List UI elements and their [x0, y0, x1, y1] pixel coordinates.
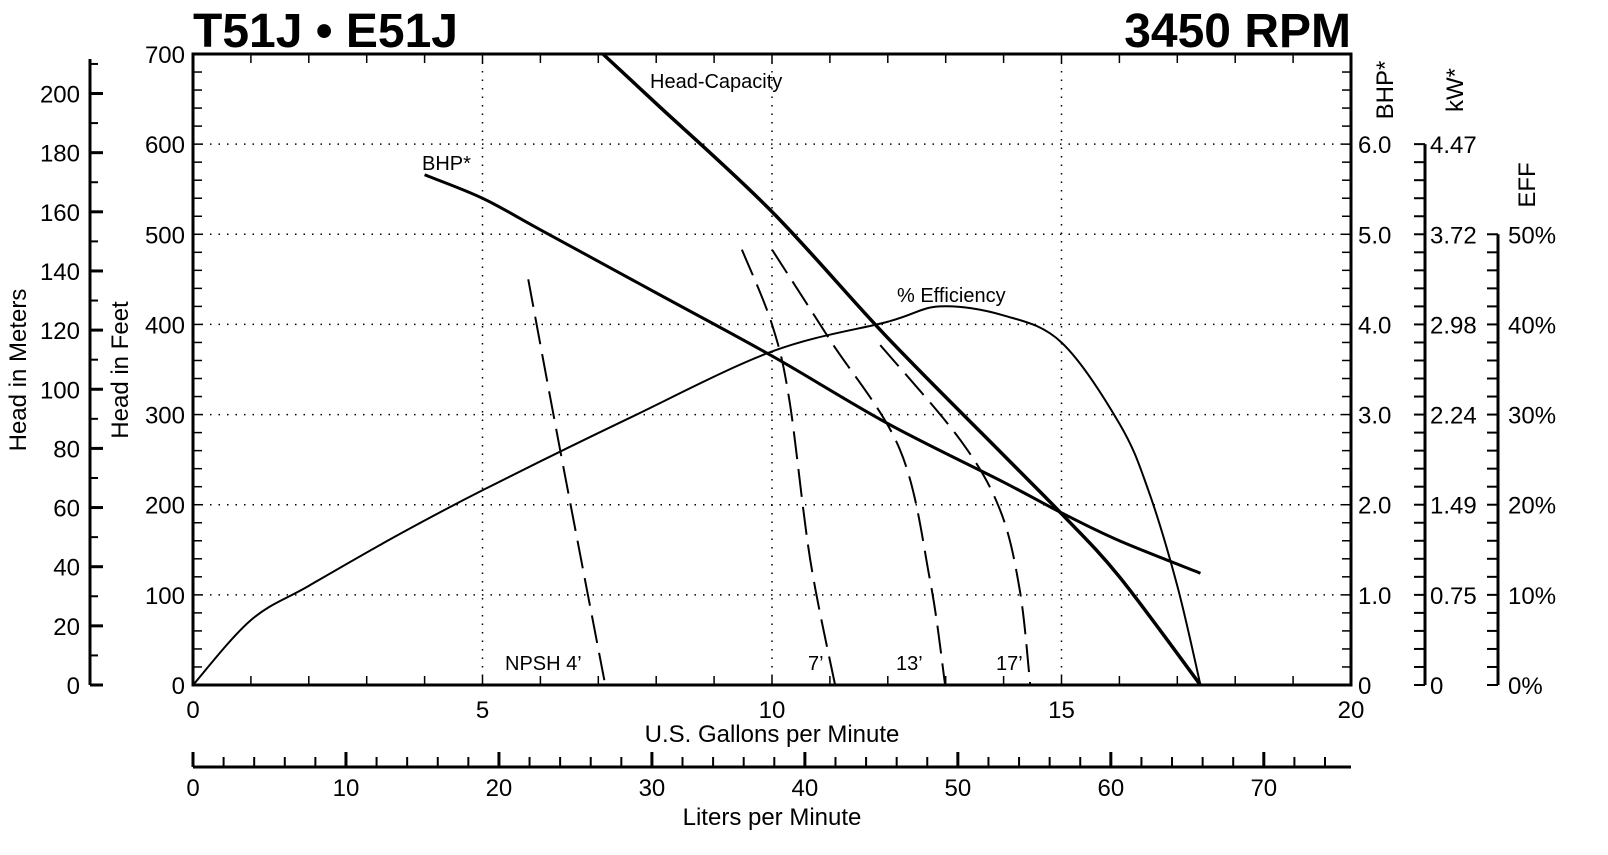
lpm-tick-label: 20	[486, 775, 513, 802]
meters-tick-label: 200	[40, 82, 80, 109]
eff-tick-label: 30%	[1508, 403, 1556, 430]
chart-title: T51J • E51J	[193, 5, 458, 58]
x-tick-label: 5	[476, 697, 489, 724]
kw-axis-label: kW*	[1442, 68, 1469, 112]
y-axis-label: Head in Feet	[107, 301, 134, 439]
lpm-tick-label: 0	[186, 775, 199, 802]
lpm-tick-label: 30	[639, 775, 666, 802]
meters-tick-label: 100	[40, 377, 80, 404]
bhp-tick-label: 2.0	[1358, 493, 1391, 520]
curve-label: % Efficiency	[897, 285, 1006, 307]
meters-tick-label: 20	[53, 614, 80, 641]
meters-tick-label: 120	[40, 318, 80, 345]
eff-tick-label: 50%	[1508, 222, 1556, 249]
x-tick-label: 10	[759, 697, 786, 724]
kw-tick-label: 4.47	[1430, 132, 1477, 159]
y-tick-label: 100	[145, 583, 185, 610]
meters-axis-label: Head in Meters	[5, 289, 32, 452]
bhp-tick-label: 3.0	[1358, 403, 1391, 430]
curve-head-capacity	[601, 52, 1202, 687]
lpm-tick-label: 60	[1097, 775, 1124, 802]
curves: Head-Capacity BHP* % Efficiency NPSH 4’ 7’ 13…	[192, 52, 1202, 687]
x-tick-label: 15	[1048, 697, 1075, 724]
bhp-tick-label: 6.0	[1358, 132, 1391, 159]
y-tick-label: 300	[145, 403, 185, 430]
eff-tick-label: 40%	[1508, 312, 1556, 339]
curve-label: NPSH 4’	[505, 653, 582, 675]
meters-tick-label: 40	[53, 555, 80, 582]
curve-npsh-4	[527, 279, 607, 686]
y-tick-label: 0	[172, 673, 185, 700]
eff-tick-label: 20%	[1508, 493, 1556, 520]
lpm-tick-label: 50	[945, 775, 972, 802]
bhp-tick-label: 5.0	[1358, 222, 1391, 249]
kw-tick-label: 0.75	[1430, 583, 1477, 610]
meters-tick-label: 140	[40, 259, 80, 286]
axes: 0 5 10 15 2001002003004005006007000204060801…	[40, 42, 1556, 802]
chart-subtitle: 3450 RPM	[1124, 5, 1351, 58]
y-tick-label: 200	[145, 493, 185, 520]
y-tick-label: 400	[145, 312, 185, 339]
kw-tick-label: 2.24	[1430, 403, 1477, 430]
curve-label: 13’	[896, 653, 923, 675]
bhp-tick-label: 4.0	[1358, 312, 1391, 339]
meters-tick-label: 0	[67, 673, 80, 700]
kw-tick-label: 1.49	[1430, 493, 1477, 520]
x-tick-label: 20	[1338, 697, 1365, 724]
lpm-tick-label: 40	[792, 775, 819, 802]
bhp-axis-label: BHP*	[1372, 61, 1399, 120]
meters-tick-label: 160	[40, 200, 80, 227]
eff-tick-label: 0%	[1508, 673, 1543, 700]
curve-label: 17’	[996, 653, 1023, 675]
x-axis-label: U.S. Gallons per Minute	[645, 721, 900, 748]
bhp-tick-label: 0	[1358, 673, 1371, 700]
eff-axis-label: EFF	[1514, 162, 1541, 207]
x-tick-label: 0	[186, 697, 199, 724]
curve-7	[740, 249, 837, 686]
grid	[193, 54, 1351, 685]
curve-17	[879, 344, 1032, 686]
curve-label: 7’	[808, 653, 824, 675]
lpm-tick-label: 70	[1250, 775, 1277, 802]
kw-tick-label: 0	[1430, 673, 1443, 700]
y-tick-label: 600	[145, 132, 185, 159]
curve-efficiency	[192, 305, 1202, 686]
lpm-tick-label: 10	[333, 775, 360, 802]
meters-tick-label: 60	[53, 496, 80, 523]
bhp-tick-label: 1.0	[1358, 583, 1391, 610]
curve-label: Head-Capacity	[650, 71, 782, 93]
meters-tick-label: 80	[53, 436, 80, 463]
eff-tick-label: 10%	[1508, 583, 1556, 610]
curve-bhp	[424, 173, 1202, 575]
y-tick-label: 700	[145, 42, 185, 69]
kw-tick-label: 2.98	[1430, 312, 1477, 339]
kw-tick-label: 3.72	[1430, 222, 1477, 249]
curve-13	[771, 249, 947, 686]
curve-label: BHP*	[422, 153, 471, 175]
x2-axis-label: Liters per Minute	[683, 804, 862, 831]
meters-tick-label: 180	[40, 141, 80, 168]
y-tick-label: 500	[145, 222, 185, 249]
